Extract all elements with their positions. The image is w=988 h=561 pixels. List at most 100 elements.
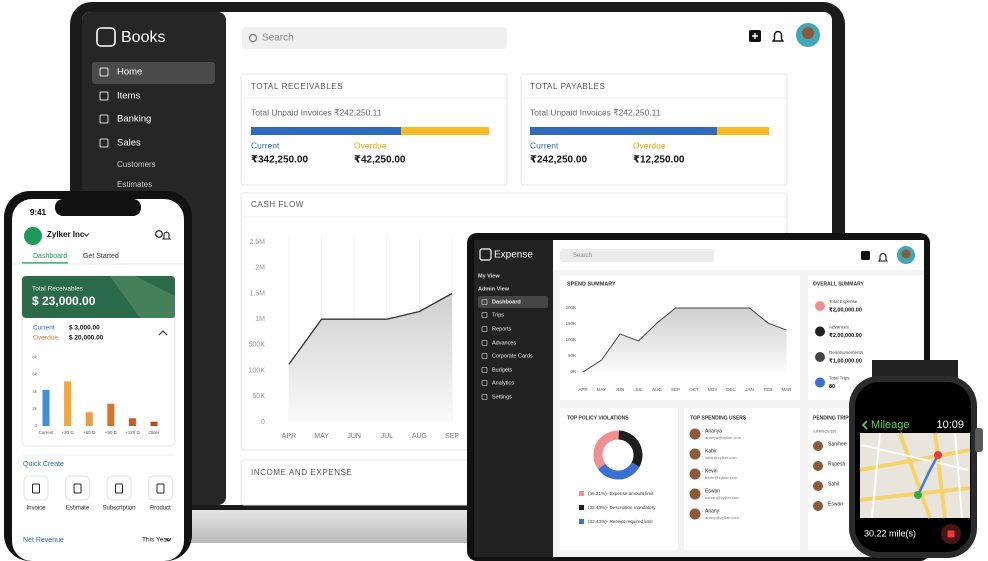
- current-amount: $ 3,000.00: [69, 325, 100, 332]
- action-button[interactable]: [23, 475, 49, 501]
- action-icon: [115, 483, 123, 494]
- x-tick-label: +120 D: [125, 430, 140, 435]
- user-name: Eswan: [705, 488, 720, 494]
- card-title: PENDING TRIPS: [813, 415, 853, 421]
- view-switch: My View: [478, 273, 500, 279]
- period-select: This Year: [142, 537, 170, 544]
- nav-item: Trips: [492, 312, 504, 318]
- search-placeholder: Search: [262, 33, 294, 44]
- x-tick-label: FEB: [764, 387, 773, 392]
- x-tick-label: APR: [578, 387, 588, 392]
- summary-icon: [815, 301, 825, 311]
- x-tick-label: JUL: [381, 433, 394, 440]
- summary-icon: [815, 326, 825, 337]
- user-avatar: [689, 468, 701, 480]
- line: [288, 292, 453, 365]
- phone-chart: 0 2k 4k 6k 8k Current +30 D +60 D +90 D +120 D Old…: [32, 354, 160, 435]
- bell-icon[interactable]: [161, 231, 172, 240]
- summary-label: Total Trips: [829, 376, 850, 381]
- y-tick-label: 2k: [32, 406, 38, 411]
- approver-name: Samhee: [828, 441, 847, 447]
- y-tick-label: 50K: [568, 353, 576, 358]
- action-icon: [73, 483, 82, 494]
- section-title: Quick Create: [23, 461, 64, 468]
- overdue-amount: $ 20,000.00: [69, 335, 104, 342]
- overdue-amount: ₹42,250.00: [354, 155, 406, 166]
- x-tick-label: NOV: [708, 387, 718, 392]
- tab: Dashboard: [33, 253, 67, 260]
- nav-item: Analytics: [492, 380, 514, 386]
- stop-icon: [947, 530, 955, 538]
- unpaid-label: Total Unpaid Invoices ₹242,250.11: [530, 107, 661, 117]
- search-box[interactable]: [560, 249, 714, 262]
- progress-overdue: [401, 127, 489, 135]
- y-tick-label: 1M: [255, 316, 265, 323]
- progress-current: [530, 127, 717, 135]
- action-label: Invoice: [26, 506, 46, 512]
- add-button[interactable]: [861, 251, 870, 260]
- avatar-face: [901, 249, 911, 259]
- legend-swatch: [579, 519, 584, 524]
- overdue-label: Overdue: [33, 335, 58, 342]
- x-tick-label: MAY: [314, 433, 329, 440]
- status-time: 9:41: [30, 208, 47, 217]
- user-avatar: [813, 441, 823, 451]
- nav-icon: [99, 138, 109, 148]
- bar: [85, 412, 93, 426]
- x-tick-label: AUG: [652, 387, 662, 392]
- nav-item: Sales: [117, 138, 141, 149]
- nav-icon: [99, 91, 109, 101]
- user-avatar: [813, 501, 823, 511]
- bar: [107, 403, 115, 426]
- y-tick-label: 0K: [570, 369, 576, 374]
- action-button[interactable]: [106, 475, 132, 501]
- watch-title: Mileage: [871, 419, 910, 431]
- x-tick-label: DEC: [726, 387, 736, 392]
- legend-swatch: [579, 505, 584, 510]
- x-tick-label: SEP: [671, 387, 680, 392]
- y-tick-label: 100K: [249, 367, 266, 374]
- app-logo: Expense: [494, 250, 533, 261]
- x-tick-label: +90 D: [105, 430, 118, 435]
- y-tick-label: 200K: [565, 305, 576, 310]
- card-title: OVERALL SUMMARY: [813, 281, 865, 287]
- x-tick-label: OCT: [689, 387, 699, 392]
- map-route: [916, 454, 940, 496]
- nav-item: Corporate Cards: [492, 353, 533, 359]
- bar: [128, 418, 136, 426]
- user-avatar: [813, 481, 823, 491]
- avatar-face: [802, 27, 814, 39]
- action-button[interactable]: [148, 475, 173, 501]
- org-name: Zylker Inc: [47, 230, 85, 239]
- bell-icon[interactable]: [877, 253, 889, 262]
- map-road: [859, 432, 971, 519]
- bell-icon[interactable]: [771, 30, 785, 42]
- watch-time: 10:09: [936, 419, 964, 431]
- search-box[interactable]: [242, 27, 507, 49]
- progress-overdue: [717, 127, 769, 135]
- legend-swatch: [579, 491, 584, 496]
- summary-label: Total Expense: [829, 299, 858, 304]
- chevron[interactable]: [158, 330, 168, 336]
- user-email: ananya@zylker.com: [705, 435, 742, 440]
- nav-icon: [481, 380, 488, 386]
- map-end: [934, 451, 942, 459]
- y-tick-label: 4k: [32, 389, 38, 394]
- back-icon[interactable]: [861, 420, 868, 430]
- user-email: eswan@zylker.com: [705, 495, 740, 500]
- card-title: SPEND SUMMARY: [567, 281, 616, 287]
- action-button[interactable]: [65, 475, 90, 501]
- nav-item: Budgets: [492, 367, 512, 373]
- approver-name: Eswan: [828, 501, 843, 507]
- y-tick-label: 8k: [32, 354, 38, 359]
- card-title: TOTAL PAYABLES: [530, 82, 605, 91]
- summary-icon: [815, 352, 825, 362]
- nav-icon: [481, 299, 488, 305]
- search-icon[interactable]: [155, 230, 163, 238]
- y-tick-label: 500K: [249, 342, 266, 349]
- nav-item: Settings: [492, 394, 512, 400]
- nav-icon: [481, 340, 488, 346]
- x-tick-label: MAR: [782, 387, 793, 392]
- nav-icon: [99, 114, 109, 124]
- action-icon: [32, 483, 40, 494]
